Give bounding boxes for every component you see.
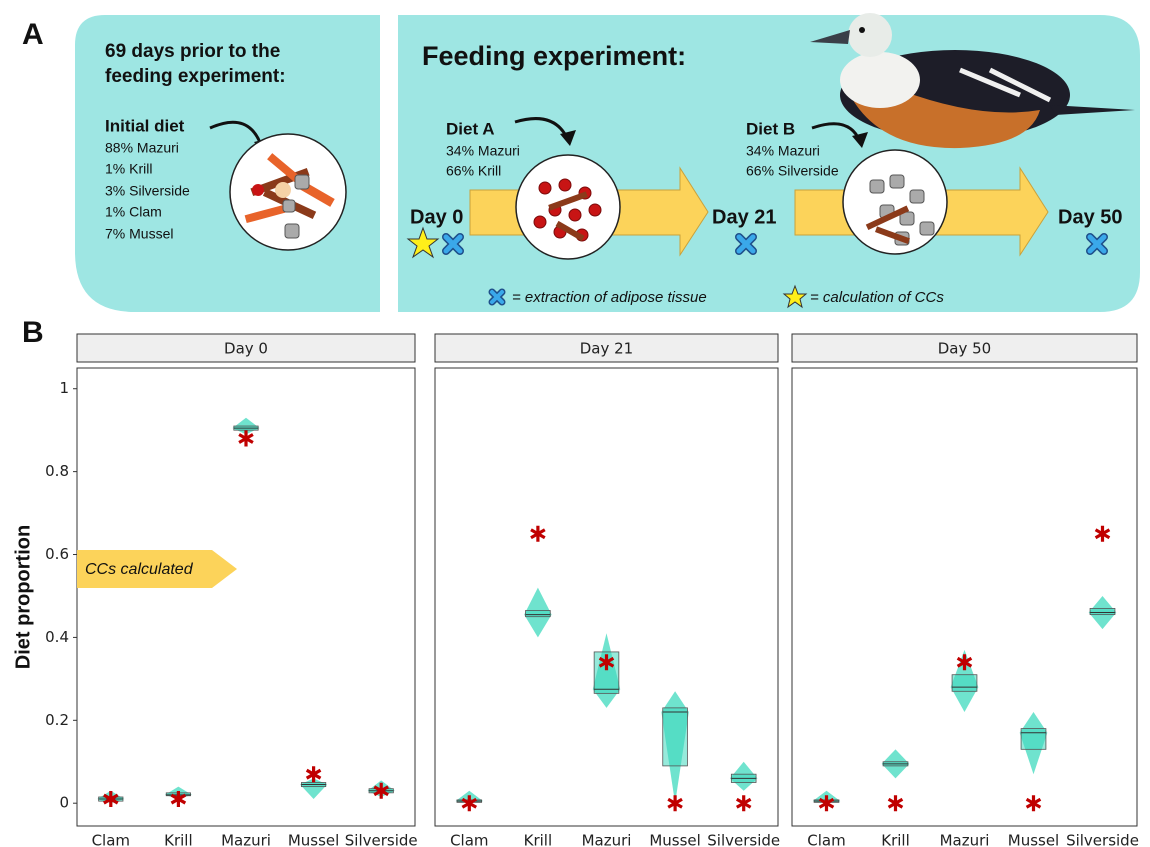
true-diet-marker bbox=[667, 795, 683, 812]
x-tick-label: Mazuri bbox=[221, 832, 271, 847]
true-diet-marker bbox=[887, 795, 904, 812]
y-tick-label: 0 bbox=[59, 794, 69, 812]
x-tick-label: Clam bbox=[450, 832, 488, 847]
x-tick-label: Clam bbox=[92, 832, 130, 847]
food-pieces bbox=[533, 178, 602, 242]
true-diet-marker bbox=[818, 795, 835, 812]
plot-frame bbox=[76, 367, 416, 827]
x-tick-label: Mazuri bbox=[582, 832, 632, 847]
x-tick-label: Mazuri bbox=[940, 832, 990, 847]
x-tick-label: Mussel bbox=[288, 832, 339, 847]
diet-item: 88% Mazuri bbox=[105, 140, 179, 156]
prior-title: 69 days prior to the bbox=[105, 41, 280, 62]
y-tick-label: 0.4 bbox=[45, 628, 69, 646]
true-diet-marker bbox=[530, 525, 546, 542]
legend-text: = calculation of CCs bbox=[810, 289, 944, 306]
y-tick-label: 0.2 bbox=[45, 711, 69, 729]
arrow-head bbox=[852, 132, 868, 148]
x-tick-label: Clam bbox=[807, 832, 845, 847]
strip bbox=[791, 333, 1138, 363]
experiment-title: Feeding experiment: bbox=[422, 41, 686, 71]
day-label: Day 50 bbox=[1058, 206, 1123, 228]
diet-item: 7% Mussel bbox=[105, 226, 173, 242]
y-tick-label: 0.6 bbox=[45, 545, 69, 563]
true-diet-marker bbox=[170, 791, 187, 808]
box bbox=[951, 674, 978, 692]
panel-label: A bbox=[22, 18, 44, 51]
day-label: Day 0 bbox=[410, 206, 463, 228]
true-diet-marker bbox=[598, 654, 615, 671]
diet-item: 1% Krill bbox=[105, 161, 152, 177]
y-tick-label: 1 bbox=[59, 379, 69, 397]
x-tick-label: Silverside bbox=[345, 832, 418, 847]
annotation: CCs calculated bbox=[85, 561, 194, 578]
plot-frame bbox=[434, 367, 779, 827]
true-diet-marker bbox=[956, 654, 973, 671]
calculation-marker bbox=[406, 226, 440, 259]
facet-title: Day 0 bbox=[224, 340, 268, 358]
calculation-marker bbox=[782, 284, 808, 309]
diet-item: 66% Krill bbox=[446, 163, 501, 179]
diet-item: 66% Silverside bbox=[746, 163, 839, 179]
legend-text: = extraction of adipose tissue bbox=[512, 289, 707, 306]
true-diet-marker bbox=[238, 430, 254, 447]
prior-title: feeding experiment: bbox=[105, 66, 286, 87]
x-tick-label: Silverside bbox=[1066, 832, 1139, 847]
day-label: Day 21 bbox=[712, 206, 777, 228]
strip bbox=[434, 333, 779, 363]
box bbox=[525, 610, 551, 618]
arrow-head bbox=[560, 130, 576, 146]
food-bowl bbox=[515, 154, 621, 260]
box bbox=[1089, 607, 1116, 616]
panel-label: B bbox=[22, 316, 44, 349]
true-diet-marker bbox=[735, 795, 752, 812]
x-tick-label: Krill bbox=[524, 832, 553, 847]
facet-title: Day 21 bbox=[580, 340, 633, 358]
diet-item: 3% Silverside bbox=[105, 183, 190, 199]
x-tick-label: Mussel bbox=[1008, 832, 1059, 847]
annotation-arrow bbox=[77, 550, 237, 588]
food-pieces bbox=[244, 153, 335, 239]
true-diet-marker bbox=[373, 782, 389, 799]
y-tick-label: 0.8 bbox=[45, 462, 69, 480]
true-diet-marker bbox=[1094, 525, 1111, 542]
y-axis-label: Diet proportion bbox=[12, 525, 34, 669]
diet-item: 34% Mazuri bbox=[446, 143, 520, 159]
diet-item: 34% Mazuri bbox=[746, 143, 820, 159]
diet-item: 1% Clam bbox=[105, 204, 162, 220]
box bbox=[662, 707, 688, 767]
x-tick-label: Silverside bbox=[707, 832, 780, 847]
box bbox=[1020, 728, 1047, 750]
initial-diet: Initial diet bbox=[105, 116, 185, 135]
diet-b: Diet B bbox=[746, 119, 795, 138]
duck-illustration bbox=[810, 13, 1135, 149]
true-diet-marker bbox=[461, 795, 478, 812]
true-diet-marker bbox=[305, 766, 322, 783]
diet-a: Diet A bbox=[446, 119, 495, 138]
true-diet-marker bbox=[103, 791, 119, 808]
food-pieces bbox=[865, 174, 935, 246]
plot-frame bbox=[791, 367, 1138, 827]
extraction-marker bbox=[442, 233, 1108, 306]
x-tick-label: Mussel bbox=[649, 832, 700, 847]
strip bbox=[76, 333, 416, 363]
x-tick-label: Krill bbox=[164, 832, 193, 847]
x-tick-label: Krill bbox=[881, 832, 910, 847]
true-diet-marker bbox=[1025, 795, 1042, 812]
facet-title: Day 50 bbox=[938, 340, 991, 358]
